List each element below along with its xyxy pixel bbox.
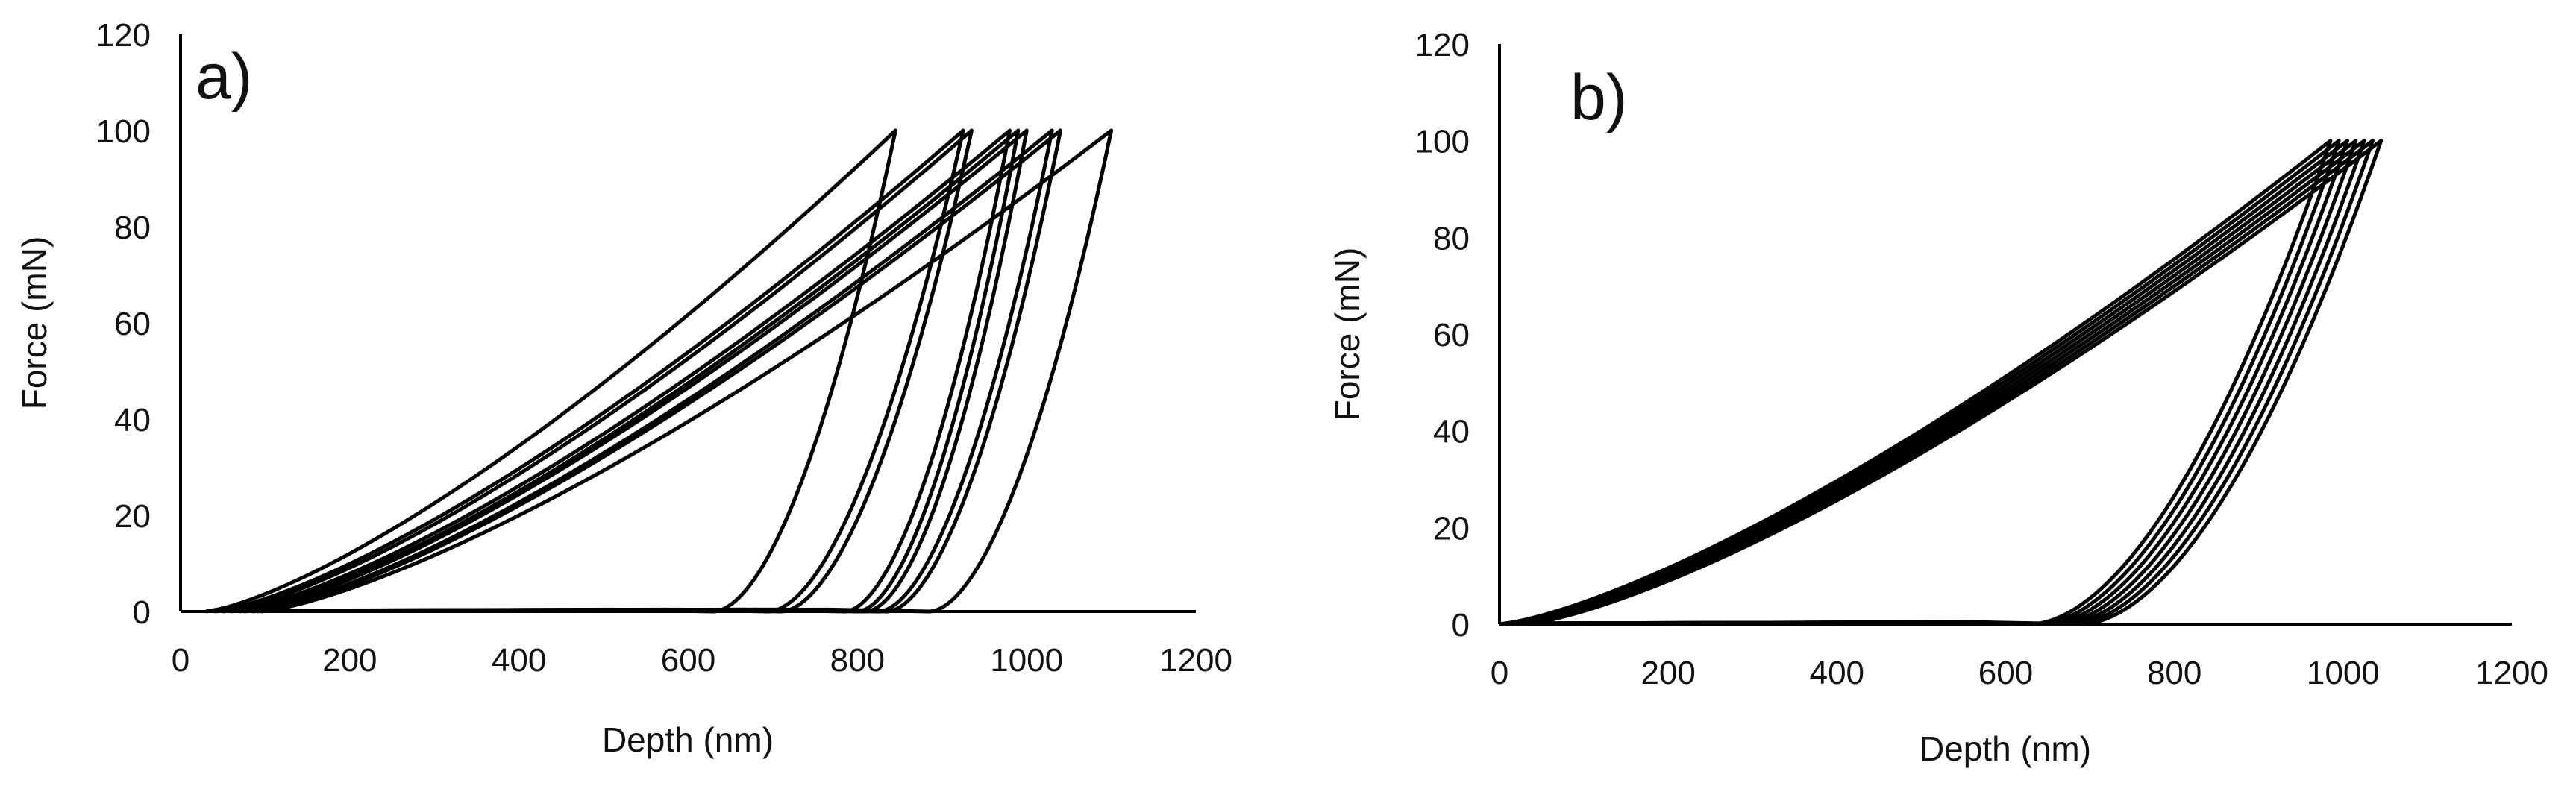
- chart-b-x-tick-labels: 0 200 400 600 800 1000 1200: [1491, 655, 2548, 691]
- chart-b-curve-4: [1511, 139, 2358, 626]
- chart-a-x-tick-0: 0: [172, 642, 189, 679]
- chart-b-curve-6: [1520, 139, 2375, 626]
- chart-a-y-tick-100: 100: [96, 113, 151, 150]
- chart-b-x-tick-400: 400: [1810, 655, 1864, 691]
- chart-a-y-tick-60: 60: [114, 306, 151, 342]
- chart-panel-b: 0 200 400 600 800 1000 1200 0 20 40 60 80 100 120 De…: [1313, 0, 2576, 782]
- chart-a-svg: 0 200 400 600 800 1000 1200 0 20 40 60 80 100 120 De…: [15, 17, 1232, 759]
- chart-b-y-tick-0: 0: [1452, 607, 1470, 644]
- chart-b-y-tick-60: 60: [1433, 317, 1470, 353]
- chart-b-curve-3: [1507, 139, 2349, 626]
- chart-a-y-axis-label: Force (mN): [15, 236, 54, 410]
- chart-b-x-axis-label: Depth (nm): [1920, 729, 2091, 768]
- chart-a-series-group: [205, 128, 1114, 614]
- chart-b-series-group: [1499, 139, 2384, 626]
- chart-a-panel-label: a): [195, 41, 252, 113]
- chart-b-y-tick-120: 120: [1415, 27, 1470, 63]
- chart-a-y-tick-40: 40: [114, 402, 151, 438]
- chart-b-panel-label: b): [1570, 62, 1627, 133]
- chart-b-curve-1: [1499, 139, 2333, 626]
- chart-b-x-tick-800: 800: [2147, 655, 2201, 691]
- chart-b-x-tick-200: 200: [1640, 655, 1695, 691]
- chart-b-x-tick-1000: 1000: [2307, 655, 2380, 691]
- chart-a-x-tick-400: 400: [492, 642, 546, 679]
- chart-b-x-tick-1200: 1200: [2475, 655, 2548, 691]
- chart-a-x-tick-labels: 0 200 400 600 800 1000 1200: [172, 642, 1232, 679]
- chart-a-curve-7: [252, 128, 1054, 614]
- chart-a-x-tick-1000: 1000: [990, 642, 1063, 679]
- chart-b-y-tick-20: 20: [1433, 510, 1470, 547]
- chart-b-y-tick-labels: 0 20 40 60 80 100 120: [1415, 27, 1470, 644]
- chart-a-curve-5: [239, 128, 1021, 614]
- chart-a-y-tick-80: 80: [114, 210, 151, 246]
- chart-a-curve-8: [256, 128, 1062, 614]
- chart-panel-a: 0 200 400 600 800 1000 1200 0 20 40 60 80 100 120 De…: [0, 0, 1268, 782]
- chart-a-curve-2: [214, 128, 965, 614]
- chart-a-x-tick-200: 200: [322, 642, 377, 679]
- chart-b-y-tick-40: 40: [1433, 414, 1470, 450]
- chart-b-y-axis-label: Force (mN): [1328, 248, 1367, 421]
- chart-a-y-tick-0: 0: [133, 594, 151, 631]
- chart-a-x-tick-600: 600: [661, 642, 715, 679]
- chart-a-y-tick-120: 120: [96, 17, 151, 54]
- chart-a-curve-1: [205, 128, 897, 614]
- chart-a-x-tick-800: 800: [830, 642, 885, 679]
- chart-a-y-tick-labels: 0 20 40 60 80 100 120: [96, 17, 151, 631]
- chart-b-y-tick-80: 80: [1433, 220, 1470, 257]
- chart-a-x-axis-label: Depth (nm): [602, 720, 774, 759]
- chart-b-svg: 0 200 400 600 800 1000 1200 0 20 40 60 80 100 120 De…: [1328, 27, 2548, 768]
- chart-b-x-tick-0: 0: [1491, 655, 1508, 691]
- chart-b-curve-7: [1524, 139, 2384, 626]
- chart-a-x-tick-1200: 1200: [1159, 642, 1232, 679]
- chart-a-curve-9: [260, 128, 1114, 614]
- chart-b-y-tick-100: 100: [1415, 124, 1470, 160]
- chart-b-x-tick-600: 600: [1978, 655, 2033, 691]
- chart-b-curve-2: [1503, 139, 2341, 626]
- chart-a-curve-6: [243, 128, 1029, 614]
- chart-a-y-tick-20: 20: [114, 498, 151, 535]
- chart-a-curve-3: [222, 128, 974, 614]
